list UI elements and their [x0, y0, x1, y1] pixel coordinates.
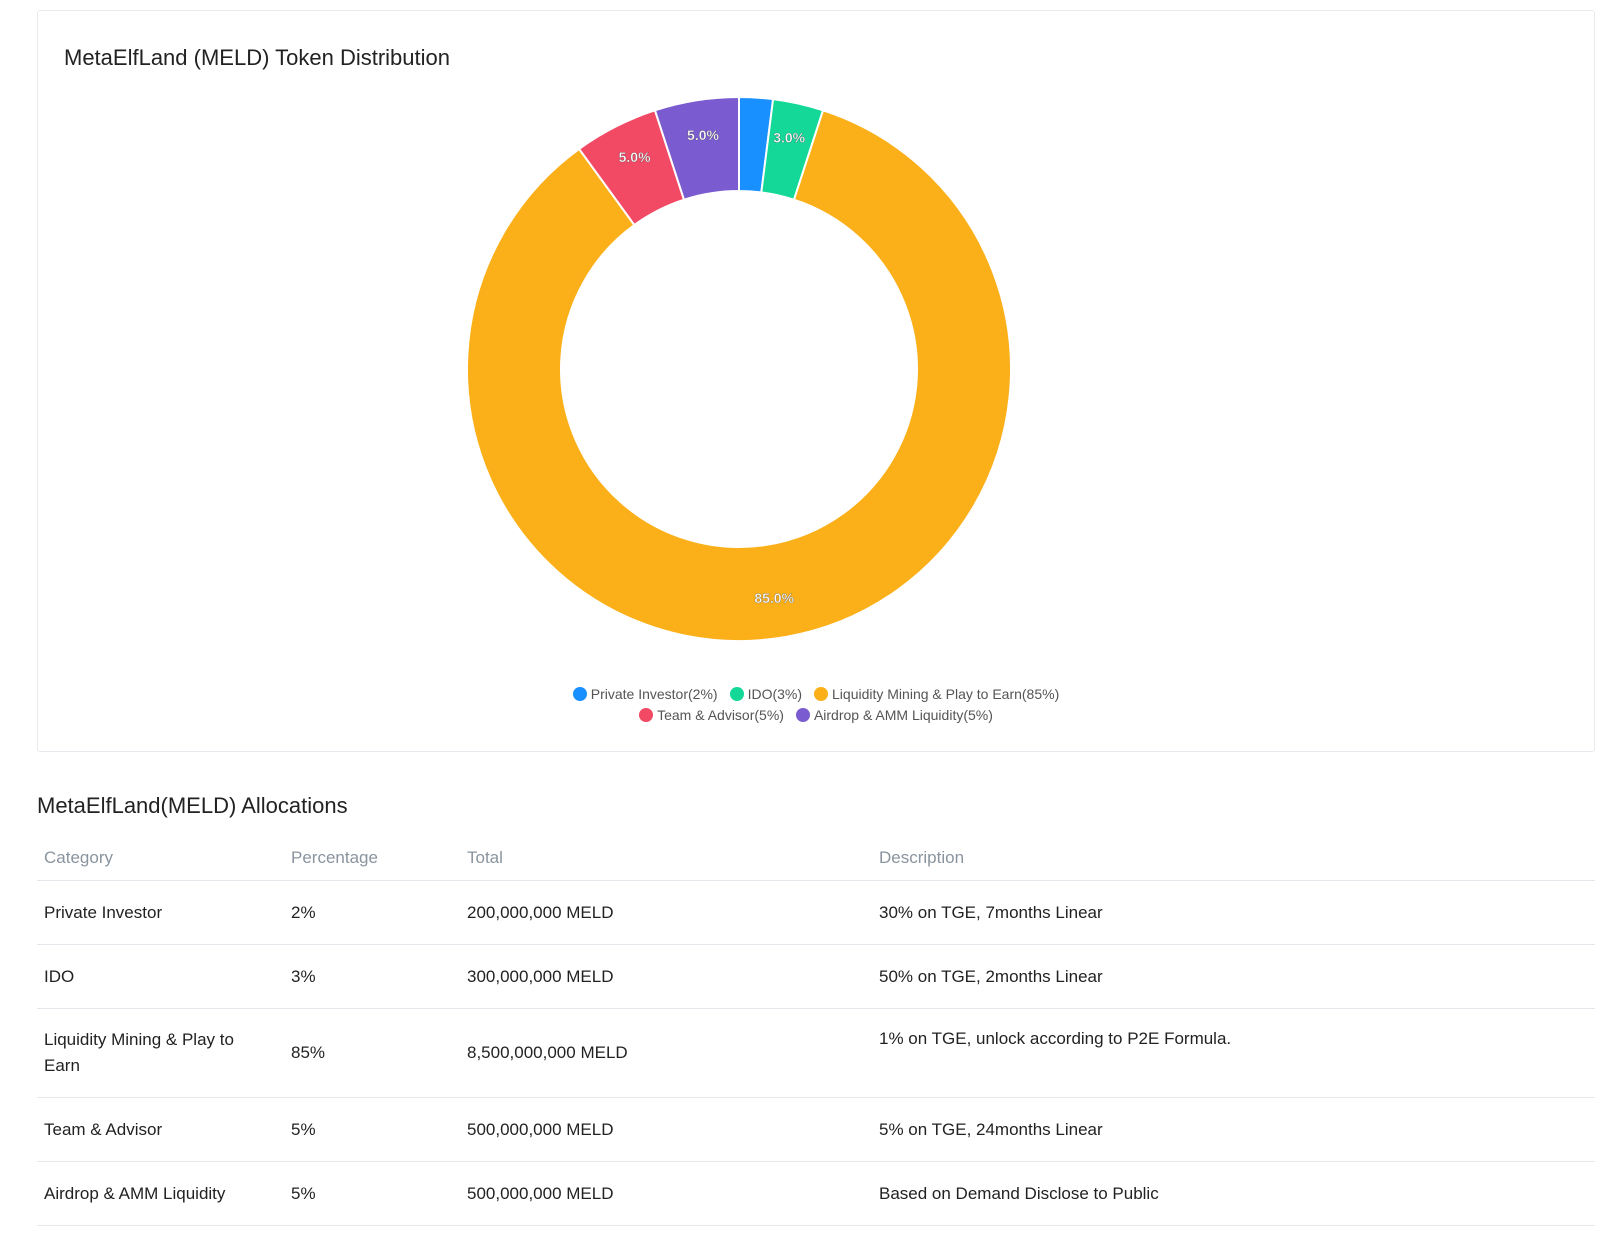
chart-title: MetaElfLand (MELD) Token Distribution [64, 45, 450, 70]
cell-description: 1% on TGE, unlock according to P2E Formu… [872, 1008, 1595, 1098]
slice-data-label: 5.0% [687, 127, 719, 143]
legend-swatch-icon [795, 707, 810, 722]
allocations-title: MetaElfLand(MELD) Allocations [37, 793, 348, 818]
table-row: Airdrop & AMM Liquidity 5% 500,000,000 M… [37, 1161, 1595, 1226]
legend-item-team-advisor[interactable]: Team & Advisor(5%) [639, 707, 784, 723]
table-row: Liquidity Mining & Play to Earn 85% 8,50… [37, 1008, 1595, 1098]
slice-airdrop-amm-liquidity[interactable] [653, 95, 740, 201]
slice-data-label: 85.0% [754, 590, 794, 606]
table-header-row: Category Percentage Total Description [37, 836, 1595, 881]
legend-item-airdrop-amm[interactable]: Airdrop & AMM Liquidity(5%) [795, 706, 993, 723]
chart-legend: Private Investor(2%) IDO(3%) Liquidity M… [38, 683, 1594, 725]
cell-category: Private Investor [37, 880, 284, 945]
cell-total: 300,000,000 MELD [460, 944, 872, 1009]
donut-chart: 3.0% 85.0% 5.0% 5.0% [466, 95, 1012, 642]
cell-category: IDO [37, 944, 284, 1009]
header-category: Category [37, 836, 284, 881]
legend-label: Liquidity Mining & Play to Earn(85%) [832, 685, 1060, 702]
cell-description: 50% on TGE, 2months Linear [872, 944, 1595, 1009]
legend-label: Airdrop & AMM Liquidity(5%) [813, 706, 993, 723]
cell-percentage: 5% [284, 1097, 460, 1162]
cell-total: 8,500,000,000 MELD [460, 1008, 872, 1098]
cell-percentage: 2% [284, 880, 460, 945]
legend-swatch-icon [729, 686, 744, 701]
cell-description: Based on Demand Disclose to Public [872, 1161, 1595, 1226]
cell-category: Liquidity Mining & Play to Earn [37, 1008, 284, 1098]
cell-category: Team & Advisor [37, 1097, 284, 1162]
slice-data-label: 3.0% [773, 130, 805, 146]
cell-total: 500,000,000 MELD [460, 1161, 872, 1226]
cell-category: Airdrop & AMM Liquidity [37, 1161, 284, 1226]
legend-swatch-icon [814, 686, 829, 701]
legend-label: IDO(3%) [747, 685, 803, 702]
chart-card: MetaElfLand (MELD) Token Distribution 3.… [37, 10, 1595, 752]
legend-item-ido[interactable]: IDO(3%) [729, 685, 803, 702]
cell-description: 5% on TGE, 24months Linear [872, 1097, 1595, 1162]
cell-category-text: Liquidity Mining & Play to Earn [44, 1030, 234, 1075]
legend-row-1: Private Investor(2%) IDO(3%) Liquidity M… [38, 683, 1594, 704]
allocations-table: Category Percentage Total Description Pr… [37, 836, 1595, 1226]
legend-swatch-icon [639, 707, 654, 722]
legend-row-2: Team & Advisor(5%) Airdrop & AMM Liquidi… [38, 704, 1594, 725]
legend-swatch-icon [572, 686, 587, 701]
cell-percentage: 85% [284, 1008, 460, 1098]
slice-data-label: 5.0% [619, 149, 651, 165]
table-row: Team & Advisor 5% 500,000,000 MELD 5% on… [37, 1097, 1595, 1162]
cell-total: 500,000,000 MELD [460, 1097, 872, 1162]
header-description: Description [872, 836, 1595, 881]
cell-description: 30% on TGE, 7months Linear [872, 880, 1595, 945]
cell-percentage: 3% [284, 944, 460, 1009]
legend-label: Private Investor(2%) [590, 685, 718, 702]
cell-percentage: 5% [284, 1161, 460, 1226]
table-row: Private Investor 2% 200,000,000 MELD 30%… [37, 880, 1595, 945]
legend-item-liquidity-mining[interactable]: Liquidity Mining & Play to Earn(85%) [814, 686, 1059, 702]
legend-label: Team & Advisor(5%) [657, 706, 784, 723]
cell-total: 200,000,000 MELD [460, 880, 872, 945]
header-percentage: Percentage [284, 836, 460, 881]
legend-item-private-investor[interactable]: Private Investor(2%) [572, 685, 718, 702]
table-row: IDO 3% 300,000,000 MELD 50% on TGE, 2mon… [37, 944, 1595, 1009]
header-total: Total [460, 836, 872, 881]
slice-liquidity-mining-play-to-earn[interactable] [466, 109, 1012, 642]
